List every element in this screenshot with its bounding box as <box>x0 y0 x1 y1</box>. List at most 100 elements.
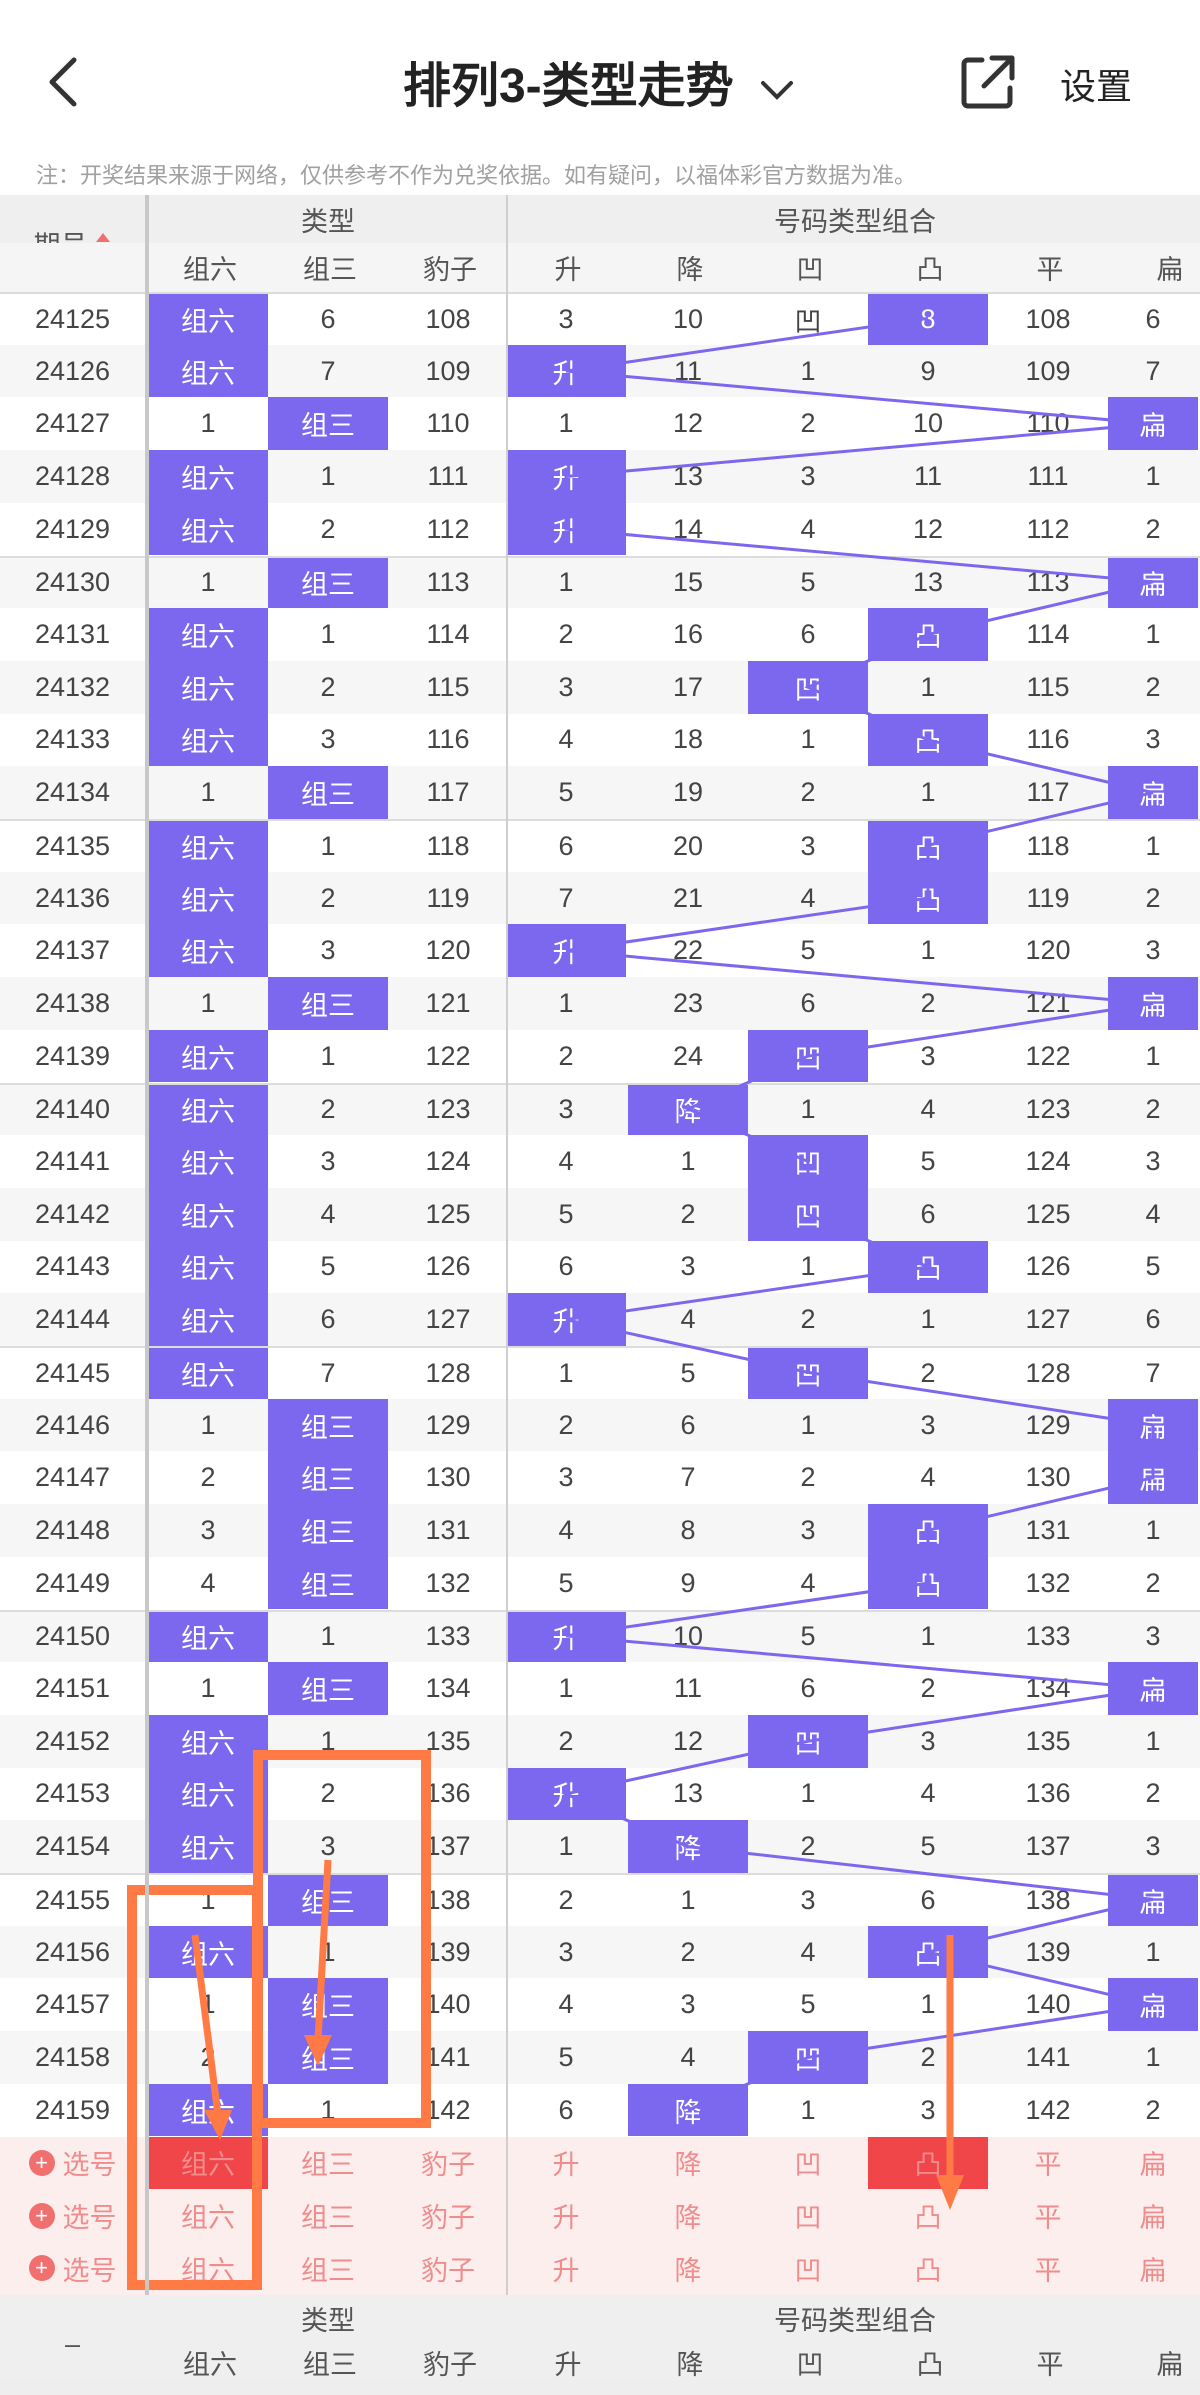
settings-button[interactable]: 设置 <box>1060 66 1133 107</box>
data-cell: 1 <box>920 1621 936 1652</box>
share-icon[interactable] <box>958 52 1018 112</box>
pick-cell[interactable]: 组三 <box>301 2150 355 2181</box>
data-cell: 1 <box>200 1673 216 1704</box>
pick-cell[interactable]: 升 <box>552 2255 580 2286</box>
data-cell: 16 <box>672 619 704 650</box>
data-cell: 1 <box>200 567 216 598</box>
pick-cell[interactable]: 凸 <box>914 2255 942 2286</box>
data-cell: 18 <box>672 724 704 755</box>
pick-cell[interactable]: 凹 <box>794 2203 822 2234</box>
period-cell: 24147 <box>34 1462 111 1493</box>
data-cell: 1 <box>1145 2041 1161 2072</box>
data-cell: 1 <box>1145 1514 1161 1545</box>
pick-cell[interactable]: 凸 <box>868 2136 988 2190</box>
pick-cell[interactable]: 升 <box>552 2203 580 2234</box>
pick-cell[interactable]: 凹 <box>794 2150 822 2181</box>
data-cell: 升 <box>506 924 626 978</box>
data-cell: 1 <box>558 987 574 1018</box>
data-cell: 3 <box>558 1094 574 1125</box>
pick-cell[interactable]: 降 <box>674 2255 702 2286</box>
data-cell: 125 <box>1025 1198 1071 1229</box>
pick-cell[interactable]: 升 <box>552 2150 580 2181</box>
back-arrow-icon[interactable] <box>38 52 98 112</box>
pick-cell[interactable]: 降 <box>674 2203 702 2234</box>
data-cell: 组三 <box>268 557 388 609</box>
data-cell: 升 <box>506 1293 626 1346</box>
pick-cell[interactable]: 凹 <box>794 2255 822 2286</box>
data-cell: 组六 <box>148 871 268 925</box>
data-cell: 3 <box>1145 935 1161 966</box>
pick-cell[interactable]: 扁 <box>1139 2203 1167 2234</box>
data-cell: 组六 <box>148 924 268 978</box>
chevron-down-icon[interactable] <box>757 69 797 109</box>
pick-label[interactable]: + 选号 <box>0 2242 145 2295</box>
data-cell: 2 <box>320 1778 336 1809</box>
data-cell: 2 <box>320 513 336 544</box>
data-cell: 2 <box>1145 1567 1161 1598</box>
data-cell: 3 <box>800 1884 816 1915</box>
footer-column-header: 降 <box>676 2350 704 2381</box>
add-pick-icon[interactable]: + <box>28 2255 55 2282</box>
data-cell: 3 <box>558 1936 574 1967</box>
table-row: 24154 组六 3 137 1 降 2 5 137 3 <box>0 1820 1200 1873</box>
data-cell: 3 <box>558 1462 574 1493</box>
pick-cell[interactable]: 组三 <box>301 2203 355 2234</box>
pick-row[interactable]: + 选号 组六 组三 豹子 升 降 凹 凸 平 扁 <box>0 2189 1200 2242</box>
data-cell: 组六 <box>148 1348 268 1399</box>
data-cell: 1 <box>320 1040 336 1071</box>
table-footer-header: – 类型 号码类型组合 组六 组三 豹子 升 降 凹 凸 平 扁 <box>0 2294 1200 2395</box>
pick-cell[interactable]: 组六 <box>148 2136 268 2190</box>
period-cell: 24133 <box>34 724 111 755</box>
data-cell: 组六 <box>148 1293 268 1346</box>
table-column-header: 组六 组三 豹子 升 降 凹 凸 平 扁 <box>0 243 1200 292</box>
data-cell: 组三 <box>268 1504 388 1557</box>
pick-cell[interactable]: 平 <box>1034 2203 1062 2234</box>
period-cell: 24156 <box>34 1936 111 1967</box>
add-pick-icon[interactable]: + <box>28 2202 55 2229</box>
pick-label[interactable]: + 选号 <box>0 2189 145 2242</box>
table-row: 24128 组六 1 111 升 13 3 11 111 1 <box>0 450 1200 503</box>
data-cell: 9 <box>680 1567 696 1598</box>
data-cell: 2 <box>680 1936 696 1967</box>
data-cell: 3 <box>320 724 336 755</box>
pick-cell[interactable]: 平 <box>1034 2255 1062 2286</box>
data-cell: 组三 <box>268 397 388 451</box>
period-cell: 24155 <box>34 1884 111 1915</box>
pick-cell[interactable]: 扁 <box>1139 2255 1167 2286</box>
data-cell: 6 <box>558 2094 574 2125</box>
data-cell: 3 <box>1145 724 1161 755</box>
page-title[interactable]: 排列3-类型走势 <box>0 46 1200 116</box>
pick-cell[interactable]: 平 <box>1034 2150 1062 2181</box>
pick-cell[interactable]: 降 <box>674 2150 702 2181</box>
data-cell: 4 <box>320 1198 336 1229</box>
data-cell: 3 <box>320 1146 336 1177</box>
pick-cell[interactable]: 豹子 <box>421 2203 475 2234</box>
period-cell: 24144 <box>34 1304 111 1335</box>
data-cell: 141 <box>1025 2041 1071 2072</box>
data-cell: 136 <box>1025 1778 1071 1809</box>
data-cell: 1 <box>320 1725 336 1756</box>
pick-row[interactable]: + 选号 组六 组三 豹子 升 降 凹 凸 平 扁 <box>0 2136 1200 2190</box>
pick-cell[interactable]: 豹子 <box>421 2150 475 2181</box>
pick-cell[interactable]: 扁 <box>1139 2150 1167 2181</box>
data-cell: 扁 <box>1108 1978 1198 2032</box>
pick-cell[interactable]: 组三 <box>301 2255 355 2286</box>
data-cell: 108 <box>425 303 471 334</box>
add-pick-icon[interactable]: + <box>28 2149 55 2176</box>
data-cell: 6 <box>320 303 336 334</box>
pick-cell[interactable]: 豹子 <box>421 2255 475 2286</box>
data-cell: 凸 <box>868 871 988 925</box>
data-cell: 112 <box>426 513 470 544</box>
data-cell: 5 <box>320 1251 336 1282</box>
pick-row[interactable]: + 选号 组六 组三 豹子升降凹凸平扁 <box>0 2241 1200 2295</box>
pick-label[interactable]: + 选号 <box>0 2137 145 2190</box>
pick-cell[interactable]: 凸 <box>914 2203 942 2234</box>
data-cell: 5 <box>1145 1251 1161 1282</box>
data-cell: 111 <box>1027 460 1069 491</box>
data-cell: 3 <box>800 460 816 491</box>
data-cell: 126 <box>1025 1251 1071 1282</box>
data-cell: 2 <box>800 777 816 808</box>
pick-cell[interactable]: 组六 <box>181 2203 235 2234</box>
data-cell: 138 <box>425 1884 471 1915</box>
data-cell: 8 <box>680 1514 696 1545</box>
